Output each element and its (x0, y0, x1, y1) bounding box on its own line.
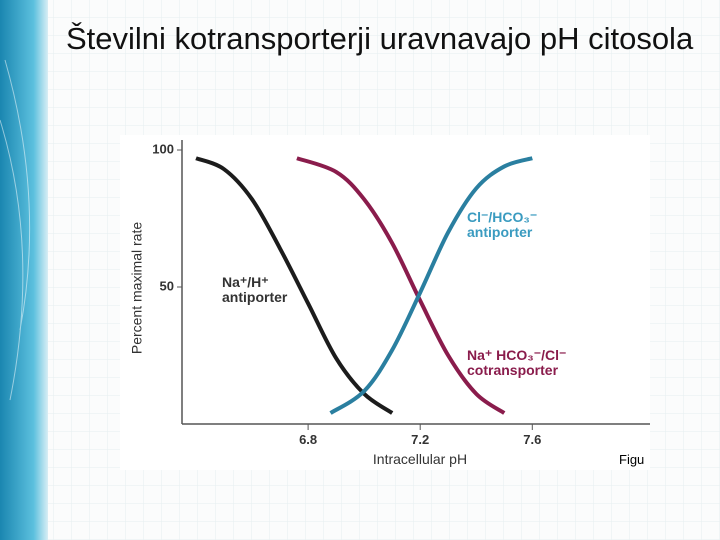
curve (329, 156, 533, 415)
x-tick-label: 7.6 (523, 432, 541, 447)
x-axis-label: Intracellular pH (373, 451, 467, 467)
slide-title: Številni kotransporterji uravnavajo pH c… (66, 21, 694, 56)
series-label: Cl⁻/HCO₃⁻ antiporter (467, 209, 538, 240)
x-tick-label: 6.8 (299, 432, 317, 447)
x-tick-label: 7.2 (411, 432, 429, 447)
y-tick-label: 100 (152, 141, 174, 156)
y-axis-label: Percent maximal rate (129, 222, 145, 354)
figure-label: Figu (619, 452, 644, 467)
curve (296, 156, 506, 415)
y-tick-label: 50 (160, 278, 174, 293)
chart-background (120, 135, 650, 470)
series-label: Na⁺ HCO₃⁻/Cl⁻ cotransporter (467, 347, 567, 378)
series-label: Na⁺/H⁺ antiporter (222, 274, 288, 305)
